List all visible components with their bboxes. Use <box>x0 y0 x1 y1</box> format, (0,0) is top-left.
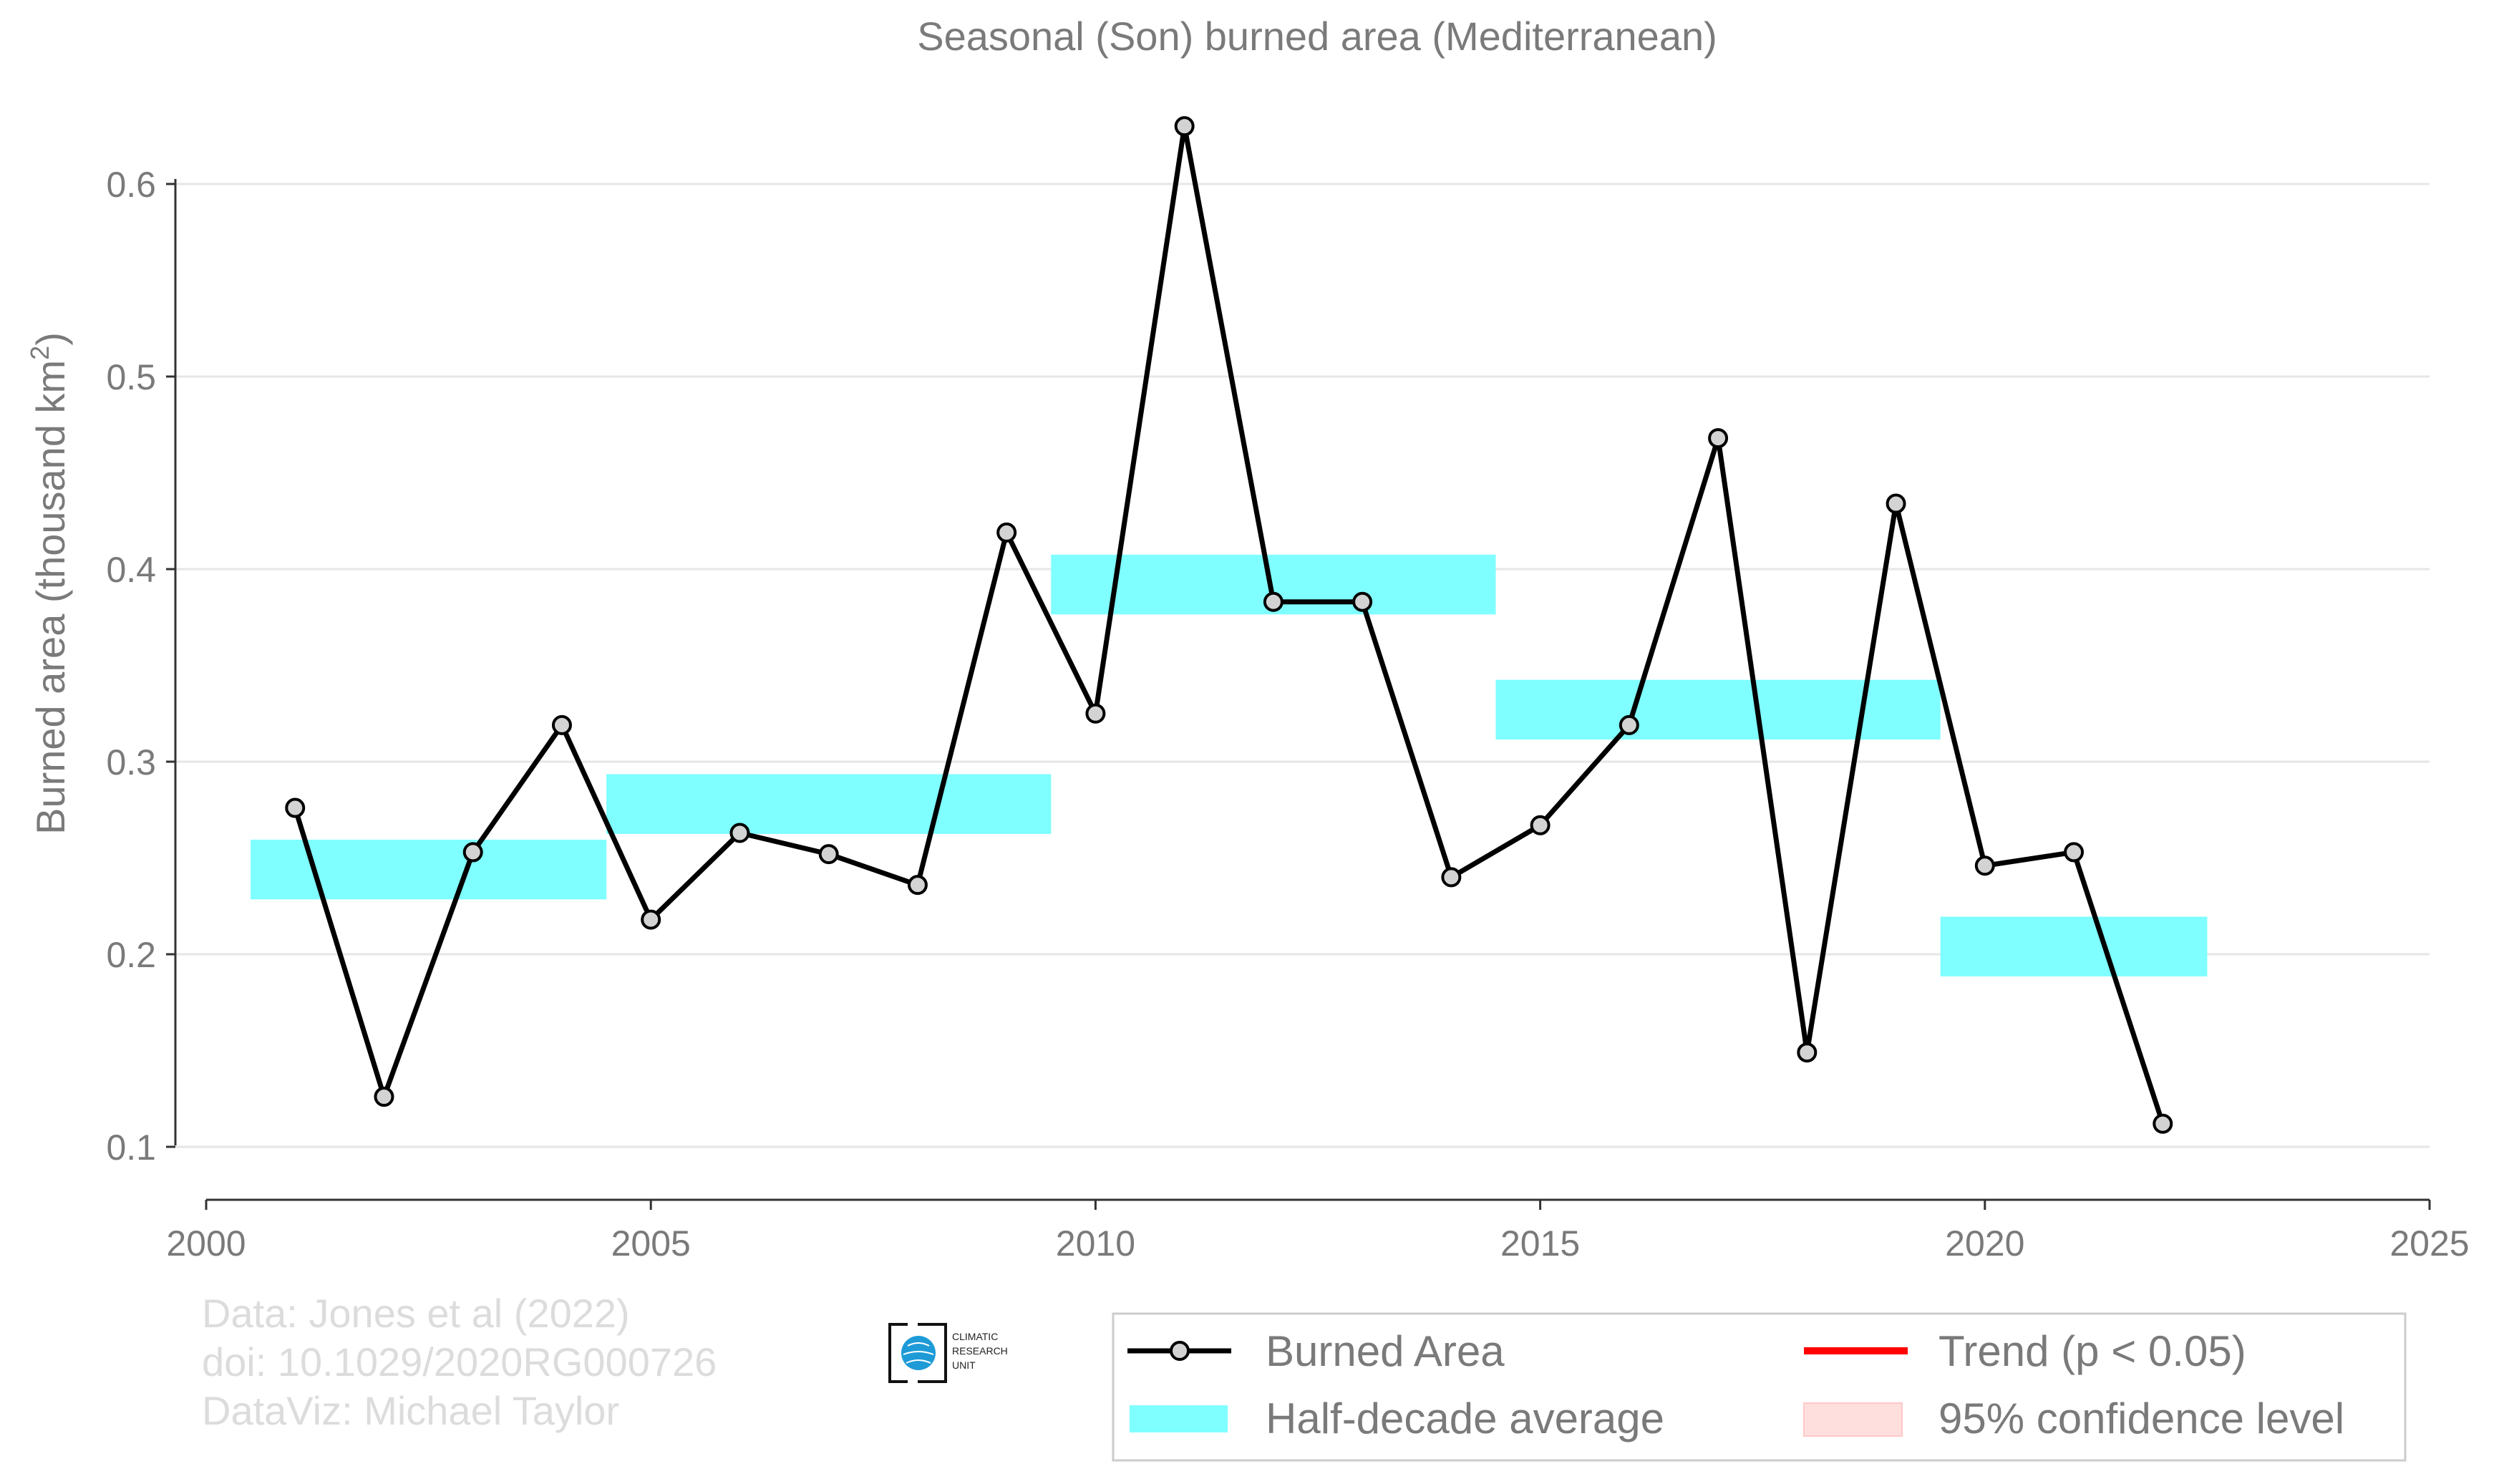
legend-frame <box>1112 1312 2407 1462</box>
legend-half-decade-label: Half-decade average <box>1266 1395 1664 1442</box>
x-axis-ticks: 2000 2005 2010 2015 2020 2025 <box>166 1200 2470 1264</box>
x-tick-label-4: 2020 <box>1945 1223 2024 1264</box>
logo-line-2: RESEARCH <box>952 1345 1008 1357</box>
legend-item-burned-area: Burned Area <box>1127 1327 1505 1375</box>
chart-title: Seasonal (Son) burned area (Mediterranea… <box>917 14 1717 59</box>
y-tick-label-4: 0.5 <box>106 357 156 397</box>
data-point-2007 <box>818 844 839 865</box>
data-point-2010 <box>1085 703 1106 724</box>
y-tick-label-5: 0.6 <box>106 165 156 205</box>
x-tick-label-5: 2025 <box>2389 1223 2469 1264</box>
gridlines <box>175 183 2430 1148</box>
y-axis-title-close: ) <box>28 332 73 346</box>
legend-item-confidence: 95% confidence level <box>1803 1395 2344 1442</box>
data-point-2006 <box>729 823 750 843</box>
half-decade-band-4 <box>1940 916 2208 976</box>
burned-area-points <box>285 116 2173 1134</box>
y-axis-title-superscript: 2 <box>25 346 54 360</box>
x-tick-label-0: 2000 <box>166 1223 246 1264</box>
cru-logo: CLIMATIC RESEARCH UNIT <box>888 1321 1008 1385</box>
half-decade-band-3 <box>1495 679 1941 740</box>
legend: Burned Area Half-decade average Trend (p… <box>1112 1312 2407 1462</box>
data-point-2016 <box>1619 714 1639 735</box>
y-axis-title: Burned area (thousand km2) <box>25 332 73 835</box>
y-axis-ticks: 0.1 0.2 0.3 0.4 0.5 0.6 <box>106 165 175 1168</box>
data-point-2015 <box>1530 815 1551 835</box>
legend-trend-label: Trend (p < 0.05) <box>1938 1327 2246 1375</box>
data-point-2009 <box>996 522 1017 543</box>
legend-item-trend: Trend (p < 0.05) <box>1804 1327 2246 1375</box>
logo-line-3: UNIT <box>952 1359 976 1371</box>
data-point-2018 <box>1797 1042 1818 1063</box>
data-point-2017 <box>1708 428 1729 449</box>
data-point-2020 <box>1974 855 1995 876</box>
y-tick-label-1: 0.2 <box>106 935 156 975</box>
credit-doi: doi: 10.1029/2020RG000726 <box>202 1339 717 1384</box>
y-tick-label-0: 0.1 <box>106 1127 156 1168</box>
data-point-2003 <box>462 842 483 863</box>
legend-item-half-decade: Half-decade average <box>1130 1395 1664 1442</box>
data-point-2005 <box>641 909 661 930</box>
legend-confidence-label: 95% confidence level <box>1938 1395 2344 1442</box>
data-point-2002 <box>374 1087 394 1107</box>
legend-burned-area-label: Burned Area <box>1266 1327 1505 1375</box>
x-tick-label-3: 2015 <box>1500 1223 1580 1264</box>
x-tick-label-2: 2010 <box>1056 1223 1135 1264</box>
legend-confidence-swatch <box>1803 1402 1903 1437</box>
globe-meridian <box>903 1342 934 1364</box>
y-tick-label-3: 0.4 <box>106 550 156 590</box>
data-point-2004 <box>551 714 572 735</box>
logo-line-1: CLIMATIC <box>952 1331 998 1342</box>
credit-dataviz: DataViz: Michael Taylor <box>202 1388 619 1433</box>
x-tick-label-1: 2005 <box>611 1223 691 1264</box>
half-decade-band-1 <box>606 774 1052 834</box>
data-point-2014 <box>1441 867 1462 888</box>
legend-half-decade-swatch <box>1130 1405 1228 1432</box>
data-point-2001 <box>285 797 306 818</box>
data-point-2019 <box>1886 493 1906 514</box>
data-point-2011 <box>1174 116 1195 137</box>
credits: Data: Jones et al (2022) doi: 10.1029/20… <box>202 1291 717 1433</box>
data-point-2021 <box>2064 842 2085 863</box>
legend-burned-area-marker <box>1170 1341 1190 1361</box>
y-tick-label-2: 0.3 <box>106 742 156 782</box>
y-axis-title-main: Burned area (thousand km <box>28 360 73 835</box>
data-point-2012 <box>1263 591 1284 612</box>
half-decade-bands <box>251 554 2208 976</box>
burned-area-series <box>292 123 2165 1125</box>
data-point-2008 <box>907 875 928 896</box>
half-decade-band-0 <box>251 839 607 900</box>
data-point-2022 <box>2153 1113 2173 1134</box>
credit-data-source: Data: Jones et al (2022) <box>202 1291 630 1336</box>
burned-area-line <box>292 123 2165 1125</box>
data-point-2013 <box>1352 591 1373 612</box>
